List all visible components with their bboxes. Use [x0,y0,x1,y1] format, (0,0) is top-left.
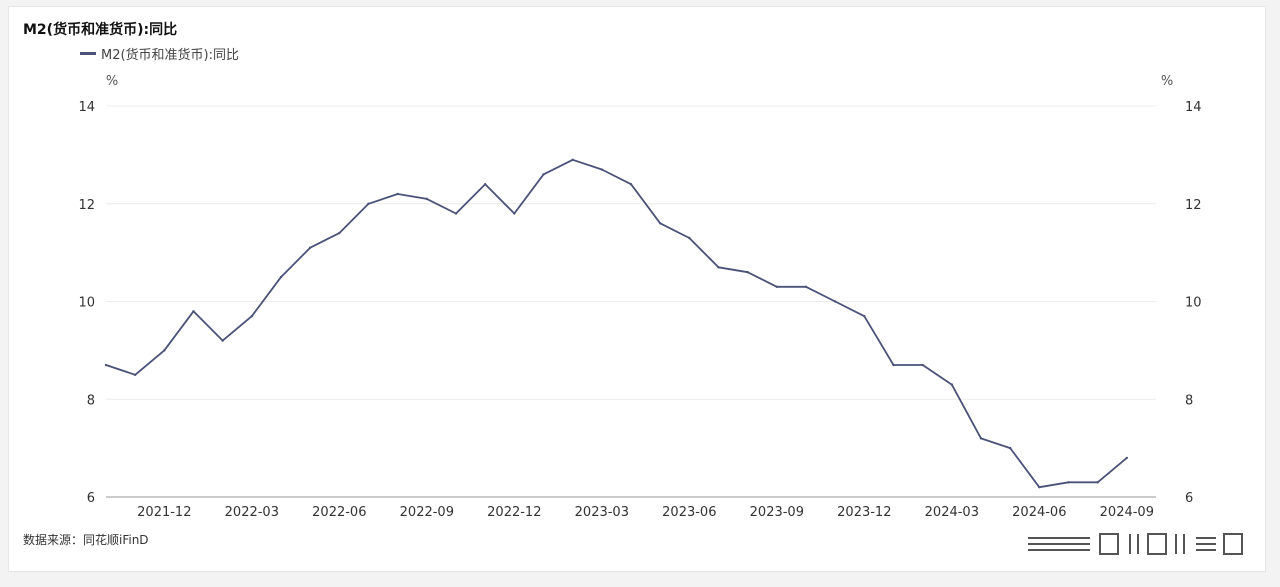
y-tick-label-right: 8 [1185,393,1193,408]
x-tick-label: 2021-12 [137,505,191,520]
x-tick-label: 2022-06 [312,505,366,520]
y-axis-unit-right: % [1161,74,1173,89]
data-point [658,222,662,225]
data-point [804,285,808,289]
data-point [483,183,487,186]
data-point [338,231,341,235]
legend-label: M2(货币和准货币):同比 [101,48,240,63]
data-point [1067,481,1070,484]
data-point [717,266,720,269]
data-point [250,314,254,318]
y-tick-label-left: 12 [78,198,95,213]
y-tick-label-left: 8 [87,393,95,408]
y-tick-label-right: 6 [1185,491,1193,506]
data-point [367,202,370,205]
data-point [192,310,195,313]
data-point [221,339,224,342]
chart-card [8,6,1266,572]
x-tick-label: 2024-09 [1100,505,1154,520]
brand-logo-icon [1028,533,1243,555]
legend-swatch [80,52,96,55]
y-tick-label-left: 14 [78,100,95,115]
y-tick-label-left: 6 [87,491,95,506]
data-point [513,212,516,215]
data-point [133,373,137,377]
data-point [1008,446,1012,450]
data-point [454,212,458,215]
data-source: 数据来源：同花顺iFinD [23,533,149,547]
legend[interactable]: M2(货币和准货币):同比 [80,44,239,63]
data-point [629,183,633,186]
y-axis-unit-left: % [106,74,118,89]
data-point [308,246,312,249]
x-tick-label: 2022-03 [225,505,279,520]
data-point [1096,481,1099,484]
x-tick-label: 2023-12 [837,505,891,520]
data-point [571,158,574,161]
x-tick-label: 2023-06 [662,505,716,520]
data-point [688,236,691,240]
data-point [921,363,924,367]
x-tick-label: 2024-06 [1012,505,1066,520]
data-point [600,168,604,171]
x-tick-label: 2022-12 [487,505,541,520]
y-tick-label-right: 12 [1185,198,1202,213]
data-point [833,300,837,303]
x-tick-label: 2022-09 [400,505,454,520]
data-point [104,363,108,367]
data-point [542,173,545,176]
data-point [1125,456,1129,460]
data-point [950,383,954,386]
x-tick-label: 2024-03 [925,505,979,520]
y-tick-label-right: 14 [1185,100,1202,115]
data-point [775,285,779,289]
series-line [105,158,1128,489]
data-point [746,270,749,274]
data-point [979,437,983,440]
x-tick-label: 2023-09 [750,505,804,520]
data-point [892,363,895,367]
data-point [396,192,399,196]
data-point [863,314,866,318]
data-point [1038,486,1041,489]
chart-title: M2(货币和准货币):同比 [23,22,178,38]
data-point [279,275,283,279]
y-tick-label-right: 10 [1185,296,1202,311]
x-tick-label: 2023-03 [575,505,629,520]
y-tick-label-left: 10 [78,296,95,311]
data-point [425,197,429,201]
data-point [163,349,166,352]
